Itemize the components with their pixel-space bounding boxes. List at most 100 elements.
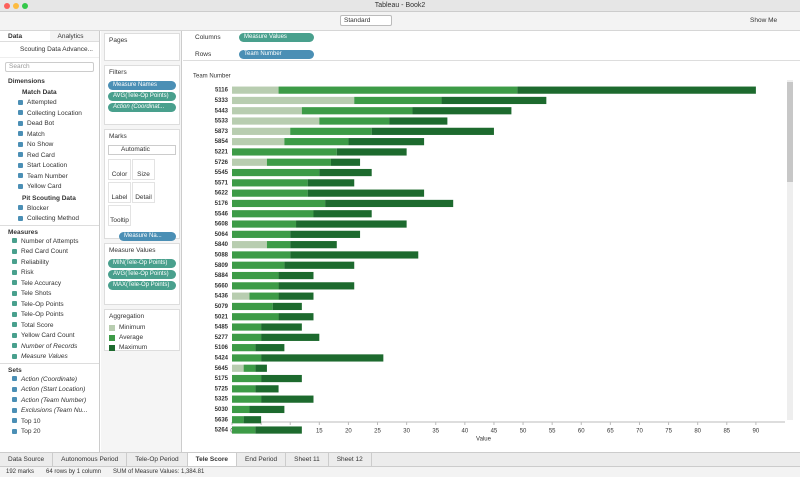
sheet-tab[interactable]: End Period	[237, 453, 287, 466]
legend-title: Aggregation	[109, 313, 145, 320]
bar-segment	[261, 354, 384, 362]
field-icon	[18, 152, 23, 158]
mark-pill[interactable]: Measure Na...	[119, 232, 176, 241]
search-box[interactable]: Search	[5, 62, 94, 72]
sheet-tab[interactable]: Sheet 12	[329, 453, 372, 466]
data-source[interactable]: Scouting Data Advance...	[0, 42, 99, 58]
field[interactable]: Number of Records	[0, 342, 99, 353]
field-name: Collecting Method	[27, 215, 80, 222]
sheet-tabs: Data Source Autonomous Period Tele-Op Peri…	[0, 452, 800, 466]
field[interactable]: Tele Shots	[0, 289, 99, 300]
field[interactable]: Reliability	[0, 258, 99, 269]
sheet-tab[interactable]: Autonomous Period	[53, 453, 128, 466]
field[interactable]: No Show	[0, 140, 99, 151]
rows-pill[interactable]: Team Number	[239, 50, 314, 59]
bar-segment	[284, 261, 355, 269]
pane-tab[interactable]: Analytics	[57, 33, 84, 40]
field[interactable]: Team Number	[0, 172, 99, 183]
bar-segment	[272, 302, 302, 311]
y-tick-label: 5277	[215, 335, 229, 341]
field[interactable]: Tele-Op Points	[0, 310, 99, 321]
bar-segment	[278, 313, 314, 321]
sheet-tab[interactable]: Data Source	[0, 453, 54, 466]
sheet-tab[interactable]: Tele Score	[187, 453, 237, 466]
field[interactable]: Action (Team Number)	[0, 396, 99, 407]
field[interactable]: Tele-Op Points	[0, 300, 99, 311]
legend-item[interactable]: Minimum	[105, 323, 179, 333]
x-tick-label: 40	[461, 429, 468, 435]
bar-segment	[255, 344, 285, 352]
view-size-select[interactable]: Standard	[340, 15, 392, 26]
zoom-button[interactable]	[22, 3, 28, 9]
bar-segment	[330, 158, 361, 166]
field[interactable]: Measure Values	[0, 352, 99, 363]
bar-segment	[232, 395, 262, 403]
y-tick-label: 5021	[215, 314, 229, 320]
sheet-tab[interactable]: Sheet 11	[286, 453, 329, 466]
scrollbar[interactable]	[787, 80, 793, 420]
mark-buttons: Color Size Label Detail Tooltip	[105, 157, 179, 230]
folder[interactable]: Match Data	[22, 89, 57, 96]
minimize-button[interactable]	[13, 3, 19, 9]
legend-item[interactable]: Average	[105, 333, 179, 343]
bar-segment	[354, 96, 442, 105]
scroll-thumb[interactable]	[787, 82, 793, 182]
field-icon	[18, 141, 23, 147]
field[interactable]: Number of Attempts	[0, 237, 99, 248]
field-icon	[12, 269, 17, 275]
field[interactable]: Top 10	[0, 417, 99, 428]
field-icon	[12, 301, 17, 307]
field[interactable]: Top 20	[0, 427, 99, 438]
field-name: Measure Values	[21, 353, 68, 360]
show-me-button[interactable]: Show Me	[750, 17, 778, 24]
y-tick-label: 5443	[215, 108, 229, 114]
pane-tab[interactable]: Data	[0, 31, 50, 41]
close-button[interactable]	[4, 3, 10, 9]
measure-pill[interactable]: MIN(Tele-Op Points)	[108, 259, 176, 268]
field[interactable]: Action (Coordinate)	[0, 375, 99, 386]
folder[interactable]: Pit Scouting Data	[22, 194, 76, 202]
columns-pill[interactable]: Measure Values	[239, 33, 314, 42]
field[interactable]: Attempted	[0, 98, 99, 109]
mark-button[interactable]: Color	[108, 159, 131, 180]
field[interactable]: Match	[0, 130, 99, 141]
field[interactable]: Action (Start Location)	[0, 385, 99, 396]
legend-item[interactable]: Maximum	[105, 343, 179, 353]
y-tick-label: 5840	[215, 242, 229, 248]
field[interactable]: Total Score	[0, 321, 99, 332]
mark-button[interactable]: Label	[108, 182, 131, 203]
sheet-tab[interactable]: Tele-Op Period	[127, 453, 188, 466]
measure-pill[interactable]: MAX(Tele-Op Points)	[108, 281, 176, 290]
filter-pill[interactable]: AVG(Tele-Op Points)	[108, 92, 176, 101]
mark-type-select[interactable]: Automatic	[108, 145, 176, 155]
filter-pill[interactable]: Action (Coordinat...	[108, 103, 176, 112]
field[interactable]: Blocker	[0, 204, 99, 215]
bar-segment	[348, 138, 425, 146]
field[interactable]: Red Card	[0, 151, 99, 162]
field[interactable]: Collecting Method	[0, 214, 99, 225]
field[interactable]: Collecting Location	[0, 109, 99, 120]
field[interactable]: Yellow Card Count	[0, 331, 99, 342]
sets-title: Sets	[0, 362, 99, 375]
measure-values-card: Measure Values MIN(Tele-Op Points) AVG(Tel…	[104, 243, 180, 305]
bar-segment	[266, 241, 291, 249]
mark-button[interactable]: Size	[132, 159, 155, 180]
field[interactable]: Start Location	[0, 161, 99, 172]
chart: Team Number05101520253035404550556065707…	[193, 74, 793, 443]
measure-pill[interactable]: AVG(Tele-Op Points)	[108, 270, 176, 279]
field[interactable]: Red Card Count	[0, 247, 99, 258]
bar-segment	[232, 158, 267, 166]
filter-pill[interactable]: Measure Names	[108, 81, 176, 90]
field[interactable]: Yellow Card	[0, 182, 99, 193]
mark-button[interactable]: Detail	[132, 182, 155, 203]
field[interactable]: Risk	[0, 268, 99, 279]
field[interactable]: Tele Accuracy	[0, 279, 99, 290]
field[interactable]: Dead Bot	[0, 119, 99, 130]
y-tick-label: 5854	[215, 139, 229, 145]
field-name: Action (Team Number)	[21, 396, 87, 404]
mark-button[interactable]: Tooltip	[108, 205, 131, 226]
legend-card: Aggregation Minimum Average Maximum	[104, 309, 180, 351]
y-tick-label: 5436	[215, 294, 229, 300]
bar-segment	[232, 96, 355, 105]
field[interactable]: Exclusions (Team Nu...	[0, 406, 99, 417]
